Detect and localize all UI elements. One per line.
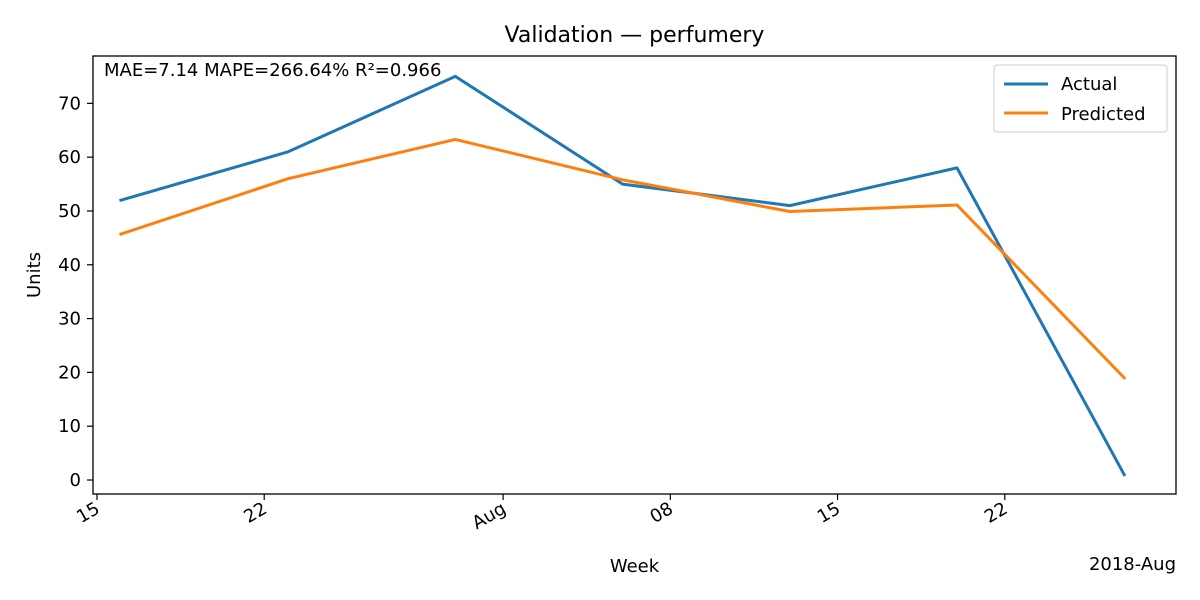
chart-title: Validation — perfumery [505, 23, 765, 48]
y-tick-label: 20 [58, 362, 81, 383]
x-tick-label: Aug [469, 498, 510, 534]
y-axis: 0 10 20 30 40 50 60 70 [58, 93, 93, 491]
y-tick-label: 70 [58, 93, 81, 114]
y-tick-label: 50 [58, 201, 81, 222]
series-line-predicted [119, 137, 1127, 380]
legend-box [993, 64, 1168, 133]
metrics-annotation: MAE=7.14 MAPE=266.64% R²=0.966 [104, 60, 441, 81]
y-axis-label: Units [24, 252, 45, 298]
plot-frame [92, 55, 1177, 495]
x-axis-offset-label: 2018-Aug [1089, 554, 1176, 575]
series-line-actual [119, 74, 1127, 477]
x-axis: 15 22 Aug 08 15 22 [73, 494, 1011, 534]
legend-label-actual: Actual [1061, 74, 1117, 95]
x-tick-label: 22 [981, 498, 1011, 528]
y-tick-label: 10 [58, 416, 81, 437]
y-tick-label: 0 [70, 470, 81, 491]
y-tick-label: 30 [58, 309, 81, 330]
y-tick-label: 40 [58, 255, 81, 276]
x-tick-label: 22 [240, 498, 270, 528]
x-tick-label: 08 [646, 498, 676, 528]
legend: Actual Predicted [993, 64, 1168, 133]
y-tick-label: 60 [58, 147, 81, 168]
x-tick-label: 15 [814, 498, 844, 528]
x-tick-label: 15 [73, 498, 103, 528]
series-layer [119, 74, 1127, 477]
x-axis-label: Week [610, 556, 660, 577]
legend-label-predicted: Predicted [1061, 104, 1146, 125]
